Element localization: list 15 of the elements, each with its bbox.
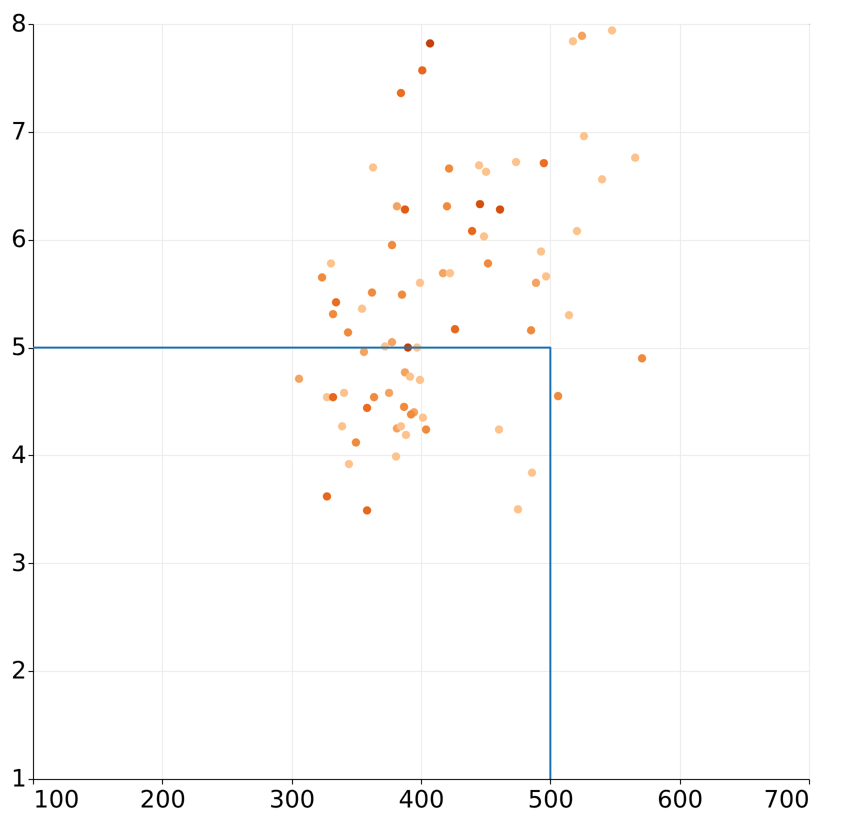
x-tick-label: 700 (764, 786, 810, 814)
y-tick-label: 7 (11, 117, 26, 146)
y-tick-label: 6 (11, 225, 26, 254)
x-tick-label: 400 (398, 786, 444, 814)
x-tick-label: 200 (140, 786, 186, 814)
x-tick-label: 100 (34, 786, 80, 814)
y-tick-label: 2 (11, 656, 26, 685)
x-tick-label: 300 (269, 786, 316, 814)
y-tick-label: 4 (11, 440, 26, 469)
y-tick-label: 3 (11, 548, 26, 577)
x-tick-label: 500 (528, 786, 574, 814)
x-tick-label: 600 (657, 786, 704, 814)
y-tick-label: 5 (11, 333, 26, 362)
y-tick-label: 8 (11, 10, 26, 38)
y-tick-label: 1 (11, 764, 26, 792)
